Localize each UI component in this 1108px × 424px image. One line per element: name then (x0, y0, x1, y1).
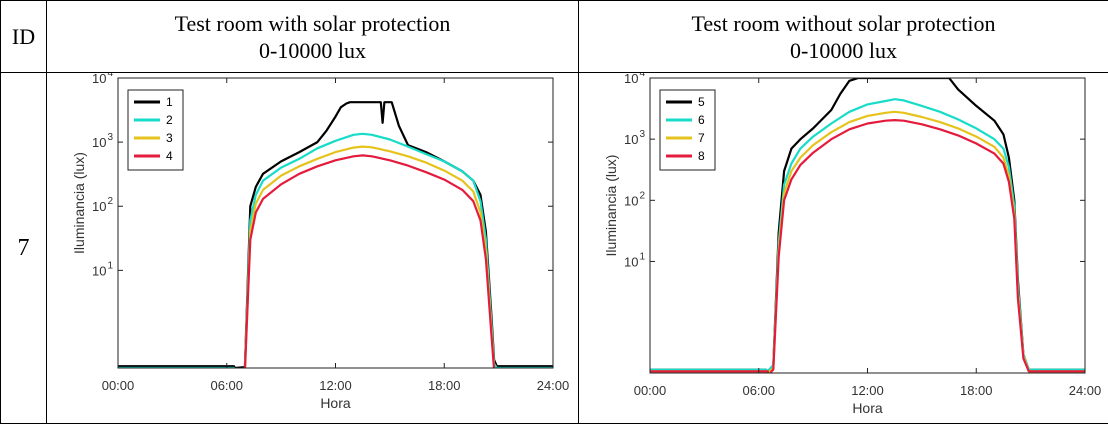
y-tick-label: 103 (92, 132, 113, 150)
header-without-protection-range: 0-10000 lux (579, 37, 1108, 64)
x-tick-label: 18:00 (960, 383, 993, 398)
chart-without-protection: 00:00 06:00 12:00 18:00 24:00 101 102 103 104 Hor… (585, 73, 1105, 423)
x-tick-label: 24:00 (537, 378, 570, 393)
y-tick-label: 103 (624, 129, 645, 147)
row-id: 7 (1, 73, 47, 424)
header-with-protection-title: Test room with solar protection (47, 10, 578, 37)
x-tick-label: 00:00 (634, 383, 667, 398)
x-tick-label: 00:00 (102, 378, 135, 393)
legend-label-7: 7 (698, 131, 705, 145)
y-tick-label: 101 (92, 260, 113, 278)
y-tick-label: 102 (624, 190, 645, 208)
chart-cell-with-protection: 00:00 06:00 12:00 18:00 24:00 101 102 103 104 Hor… (47, 73, 579, 424)
legend-label-4: 4 (166, 149, 173, 163)
header-without-protection: Test room without solar protection 0-100… (579, 1, 1108, 73)
chart-with-protection: 00:00 06:00 12:00 18:00 24:00 101 102 103 104 Hor… (53, 73, 573, 423)
x-tick-label: 18:00 (428, 378, 461, 393)
y-tick-label: 104 (92, 73, 113, 86)
x-tick-label: 24:00 (1069, 383, 1102, 398)
legend-label-6: 6 (698, 113, 705, 127)
y-tick-label: 102 (92, 196, 113, 214)
x-tick-label: 06:00 (210, 378, 243, 393)
legend-label-3: 3 (166, 131, 173, 145)
y-tick-label: 104 (624, 73, 645, 86)
x-tick-label: 06:00 (742, 383, 775, 398)
legend-label-8: 8 (698, 149, 705, 163)
header-with-protection-range: 0-10000 lux (47, 37, 578, 64)
x-tick-label: 12:00 (319, 378, 352, 393)
header-without-protection-title: Test room without solar protection (579, 10, 1108, 37)
y-axis-label: Iluminancia (lux) (603, 155, 619, 257)
legend-label-1: 1 (166, 95, 173, 109)
x-axis-label: Hora (852, 400, 883, 416)
x-axis-label: Hora (320, 395, 351, 411)
y-tick-label: 101 (624, 251, 645, 269)
id-header: ID (1, 1, 47, 73)
y-axis-label: Iluminancia (lux) (71, 152, 87, 254)
x-tick-label: 12:00 (851, 383, 884, 398)
legend-label-2: 2 (166, 113, 173, 127)
header-with-protection: Test room with solar protection 0-10000 … (47, 1, 579, 73)
legend-label-5: 5 (698, 95, 705, 109)
chart-cell-without-protection: 00:00 06:00 12:00 18:00 24:00 101 102 103 104 Hor… (579, 73, 1108, 424)
